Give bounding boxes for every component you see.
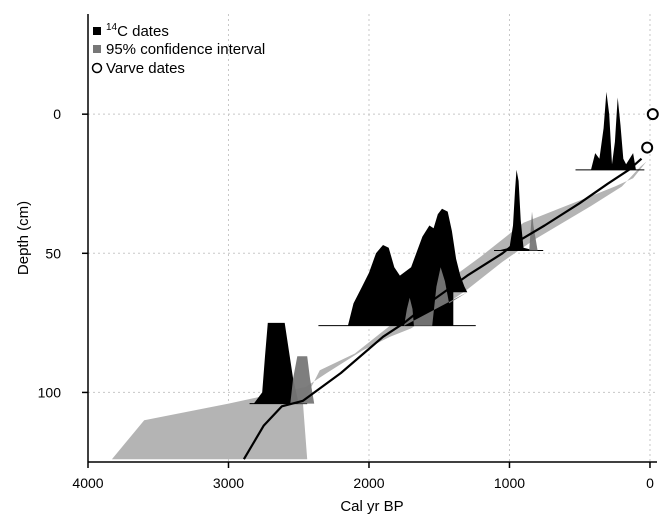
age-depth-model [242,157,643,460]
c14-date-distribution [498,169,535,251]
legend-c14-swatch [93,27,101,35]
c14-date-distribution [322,208,468,326]
y-axis-ticks: 0 50 100 [38,106,88,400]
c14-date-ci-distribution [404,267,468,326]
age-depth-model-line [242,157,643,460]
legend-ci-swatch [93,45,101,53]
x-tick-label: 3000 [213,475,244,491]
legend-c14-label: 14C dates [106,22,169,40]
y-tick-label: 0 [53,106,61,122]
x-tick-label: 1000 [494,475,525,491]
varve-date-point [641,141,654,154]
y-tick-label: 50 [45,245,61,261]
x-tick-label: 4000 [72,475,103,491]
legend-varve-label: Varve dates [106,60,185,77]
legend-varve-marker [91,62,103,74]
x-tick-label: 2000 [353,475,384,491]
x-axis-ticks: 4000 3000 2000 1000 0 [72,462,654,491]
grid-lines [88,14,657,462]
y-axis-title: Depth (cm) [15,201,32,275]
c14-date-distribution [579,91,636,170]
c14-date-ci-distribution [290,356,315,404]
varve-date-point [646,108,659,121]
y-tick-label: 100 [38,384,62,400]
legend-c14-superscript: 14 [106,22,118,33]
legend-ci-label: 95% confidence interval [106,41,265,58]
x-axis-title: Cal yr BP [340,498,403,515]
legend: 14C dates 95% confidence interval Varve … [91,22,265,77]
c14-date-distributions [249,91,645,405]
c14-date-distribution [253,322,299,404]
varve-date-points [641,108,659,154]
x-tick-label: 0 [646,475,654,491]
legend-c14-text: C dates [117,23,169,40]
